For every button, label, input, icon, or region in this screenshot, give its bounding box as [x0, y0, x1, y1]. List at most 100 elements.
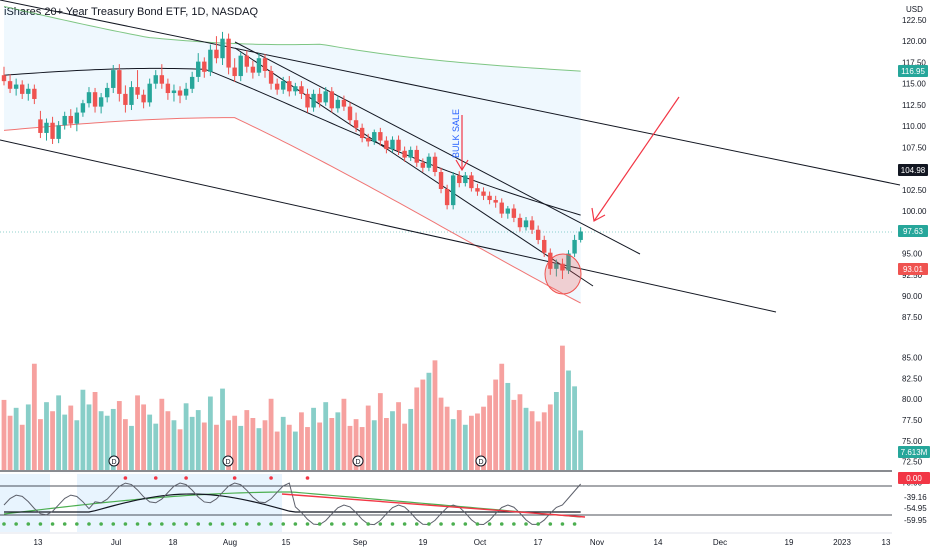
- candle[interactable]: [335, 99, 341, 109]
- candle[interactable]: [578, 231, 583, 240]
- candle[interactable]: [268, 70, 274, 84]
- candle[interactable]: [463, 175, 468, 184]
- candle[interactable]: [384, 140, 389, 150]
- candle[interactable]: [293, 86, 298, 92]
- candle[interactable]: [487, 195, 492, 201]
- candle[interactable]: [50, 122, 55, 139]
- candle[interactable]: [256, 58, 262, 73]
- candle[interactable]: [493, 200, 498, 203]
- candle[interactable]: [323, 91, 328, 103]
- candle[interactable]: [548, 252, 553, 269]
- candle[interactable]: [62, 115, 67, 126]
- candle[interactable]: [68, 115, 73, 124]
- candle[interactable]: [159, 75, 165, 84]
- candle[interactable]: [220, 38, 225, 59]
- candle[interactable]: [366, 138, 371, 142]
- candle[interactable]: [444, 188, 450, 206]
- candle[interactable]: [135, 87, 140, 95]
- candle[interactable]: [38, 119, 43, 133]
- candle[interactable]: [80, 103, 86, 113]
- candle[interactable]: [32, 88, 37, 99]
- dividend-marker-icon[interactable]: [108, 455, 120, 467]
- candle[interactable]: [141, 94, 146, 103]
- candle[interactable]: [566, 253, 571, 271]
- candle[interactable]: [353, 120, 359, 128]
- candle[interactable]: [7, 81, 13, 89]
- candle[interactable]: [20, 84, 25, 94]
- candle[interactable]: [281, 81, 286, 90]
- candle[interactable]: [450, 175, 456, 206]
- candle[interactable]: [408, 149, 413, 158]
- candle[interactable]: [396, 139, 401, 151]
- candle[interactable]: [481, 191, 486, 196]
- candle[interactable]: [44, 122, 49, 133]
- candle[interactable]: [457, 175, 462, 184]
- candle[interactable]: [214, 49, 219, 59]
- dividend-marker-icon[interactable]: [475, 455, 487, 467]
- candle[interactable]: [523, 220, 529, 228]
- candle[interactable]: [572, 239, 577, 254]
- candle[interactable]: [147, 83, 152, 103]
- candle[interactable]: [305, 93, 310, 108]
- candle[interactable]: [129, 87, 134, 105]
- dividend-marker-icon[interactable]: [352, 455, 364, 467]
- candle[interactable]: [535, 229, 541, 240]
- candle[interactable]: [505, 208, 511, 214]
- candle[interactable]: [420, 162, 426, 168]
- candle[interactable]: [372, 132, 377, 142]
- candle[interactable]: [98, 97, 104, 107]
- candle[interactable]: [74, 112, 80, 124]
- candle[interactable]: [171, 90, 177, 94]
- dividend-marker-icon[interactable]: [222, 455, 234, 467]
- candle[interactable]: [123, 93, 128, 105]
- candle[interactable]: [347, 106, 353, 121]
- candle[interactable]: [317, 93, 322, 103]
- candle[interactable]: [359, 127, 365, 139]
- candle[interactable]: [432, 156, 438, 173]
- candle[interactable]: [183, 88, 189, 96]
- candle[interactable]: [153, 75, 158, 84]
- candle[interactable]: [117, 70, 122, 94]
- candle[interactable]: [232, 67, 237, 77]
- candle[interactable]: [517, 217, 523, 228]
- candle[interactable]: [390, 139, 395, 150]
- candle[interactable]: [165, 83, 171, 94]
- candle[interactable]: [329, 91, 334, 109]
- candle[interactable]: [244, 55, 249, 67]
- candle[interactable]: [208, 49, 213, 72]
- candle[interactable]: [104, 87, 110, 98]
- candle[interactable]: [542, 239, 547, 253]
- candle[interactable]: [111, 70, 116, 88]
- candle[interactable]: [196, 61, 201, 77]
- candle[interactable]: [426, 156, 432, 168]
- candle[interactable]: [402, 150, 407, 158]
- candle[interactable]: [262, 58, 268, 71]
- candle[interactable]: [299, 86, 304, 94]
- candle[interactable]: [226, 38, 231, 68]
- candle[interactable]: [311, 93, 316, 108]
- candle[interactable]: [238, 55, 243, 77]
- candle[interactable]: [56, 125, 61, 139]
- candle[interactable]: [529, 220, 535, 230]
- candle[interactable]: [26, 88, 31, 94]
- candle[interactable]: [250, 66, 256, 73]
- candle[interactable]: [86, 92, 92, 104]
- candle[interactable]: [438, 172, 444, 189]
- candle[interactable]: [274, 83, 280, 90]
- candle[interactable]: [414, 149, 419, 163]
- candle[interactable]: [202, 61, 207, 72]
- candle[interactable]: [499, 202, 504, 214]
- trendline[interactable]: [0, 139, 777, 313]
- candle[interactable]: [560, 263, 565, 271]
- trendline[interactable]: [0, 0, 901, 186]
- candle[interactable]: [469, 175, 474, 189]
- candle[interactable]: [511, 208, 517, 218]
- candle[interactable]: [378, 132, 383, 141]
- candle[interactable]: [13, 84, 19, 89]
- candle[interactable]: [92, 92, 98, 107]
- candle[interactable]: [1, 75, 7, 82]
- candle[interactable]: [475, 188, 480, 192]
- candle[interactable]: [189, 76, 195, 89]
- candle[interactable]: [177, 90, 183, 96]
